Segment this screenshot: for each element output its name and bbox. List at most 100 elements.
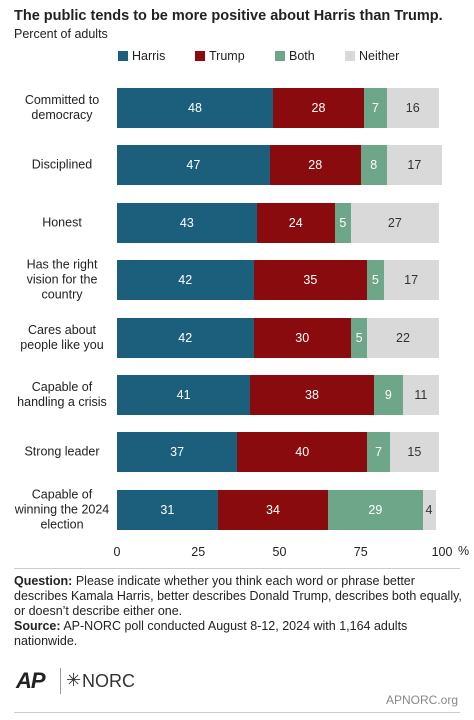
x-tick-label: 0 — [113, 545, 121, 559]
value-label: 9 — [384, 388, 392, 402]
value-label: 7 — [371, 101, 379, 115]
category-label: Capable of winning the 2024 election — [14, 487, 110, 532]
bar-segment: 29 — [328, 489, 423, 530]
legend-label: Harris — [132, 49, 166, 63]
bar-segment: 43 — [117, 202, 257, 243]
chart-title: The public tends to be more positive abo… — [14, 8, 443, 24]
logo-icon: ✳ — [66, 670, 82, 690]
bar-segment: 4 — [422, 489, 436, 530]
value-label: 24 — [288, 215, 303, 230]
value-label: 28 — [311, 101, 326, 115]
value-label: 17 — [404, 273, 419, 288]
logo-divider — [60, 668, 61, 694]
bar-segment: 38 — [250, 375, 374, 415]
value-label: 42 — [178, 273, 193, 288]
value-label: 5 — [355, 330, 363, 345]
bar-segment: 42 — [117, 260, 254, 301]
bar-segment: 41 — [117, 375, 251, 415]
note-text: AP-NORC poll conducted August 8-12, 2024… — [14, 619, 408, 648]
bar-segment: 7 — [364, 88, 387, 128]
note: Question: Please indicate whether you th… — [14, 574, 464, 619]
value-label: 38 — [305, 388, 319, 402]
x-tick-label: 75 — [353, 545, 368, 559]
bar-segment: 28 — [269, 145, 361, 186]
value-label: 16 — [405, 101, 420, 115]
value-label: 8 — [370, 158, 378, 173]
bar-segment: 5 — [334, 202, 351, 243]
bar-segment: 8 — [360, 145, 387, 186]
x-axis-unit: % — [458, 544, 470, 558]
category-label: Committed to democracy — [24, 93, 100, 122]
bar-segment: 42 — [117, 317, 254, 358]
bar-segment: 34 — [217, 489, 329, 530]
legend-label: Neither — [359, 49, 400, 63]
bar-segment: 48 — [117, 88, 273, 128]
value-label: 5 — [339, 215, 347, 230]
logo-ap: AP — [16, 668, 46, 693]
bar-segment: 40 — [237, 432, 368, 473]
bar-segment: 31 — [117, 489, 218, 530]
bar-segment: 28 — [273, 88, 364, 128]
value-label: 17 — [407, 158, 422, 173]
legend-label: Trump — [209, 49, 245, 63]
value-label: 48 — [188, 101, 202, 115]
note-text: Please indicate whether you think each w… — [14, 574, 462, 618]
value-label: 41 — [176, 388, 191, 402]
divider — [14, 568, 460, 569]
bar-segment: 27 — [351, 202, 439, 243]
bar-segment: 17 — [383, 260, 439, 301]
bar-segment: 37 — [117, 432, 238, 473]
chart-subtitle: Percent of adults — [14, 27, 108, 41]
notes: Question: Please indicate whether you th… — [14, 574, 464, 649]
legend-swatch — [275, 51, 285, 61]
value-label: 37 — [170, 445, 185, 460]
legend-swatch — [195, 51, 205, 61]
x-tick-label: 100 — [431, 545, 453, 559]
category-label: Honest — [42, 215, 82, 230]
value-label: 15 — [407, 445, 422, 460]
note-label: Question: — [14, 574, 73, 588]
website: APNORC.org — [385, 693, 458, 707]
bar-segment: 5 — [351, 317, 368, 358]
value-label: 5 — [371, 273, 379, 288]
bar-segment: 35 — [253, 260, 368, 301]
value-label: 43 — [179, 215, 194, 230]
value-label: 22 — [396, 330, 410, 345]
value-label: 31 — [160, 502, 175, 517]
divider — [14, 712, 460, 713]
x-tick-label: 25 — [191, 545, 206, 559]
value-label: 7 — [375, 445, 383, 460]
legend-swatch — [118, 51, 128, 61]
bar-segment: 22 — [367, 317, 439, 358]
bar-segment: 11 — [403, 375, 439, 415]
category-label: Disciplined — [31, 157, 93, 172]
bar-segment: 16 — [386, 88, 439, 128]
value-label: 4 — [425, 502, 433, 517]
value-label: 42 — [178, 330, 193, 345]
bar-segment: 9 — [373, 375, 403, 415]
bar-segment: 24 — [256, 202, 335, 243]
note: Source: AP-NORC poll conducted August 8-… — [14, 619, 464, 649]
category-label: Cares about people like you — [20, 322, 104, 352]
bar-segment: 17 — [386, 145, 442, 186]
bar-segment: 47 — [117, 145, 270, 186]
note-label: Source: — [14, 619, 61, 633]
bar-segment: 5 — [367, 260, 384, 301]
value-label: 47 — [186, 158, 201, 173]
bar-segment: 15 — [390, 432, 439, 473]
value-label: 28 — [308, 158, 323, 173]
value-label: 29 — [368, 502, 383, 517]
x-tick-label: 50 — [272, 545, 287, 559]
logo-norc: NORC — [82, 671, 135, 691]
value-label: 34 — [266, 502, 280, 517]
value-label: 30 — [295, 330, 310, 345]
value-label: 35 — [303, 273, 318, 288]
value-label: 27 — [387, 215, 402, 230]
category-label: Capable of handling a crisis — [17, 380, 107, 409]
legend-swatch — [345, 51, 355, 61]
category-label: Strong leader — [24, 444, 100, 459]
bar-segment: 30 — [253, 317, 351, 358]
value-label: 40 — [295, 445, 310, 460]
value-label: 11 — [414, 388, 428, 402]
